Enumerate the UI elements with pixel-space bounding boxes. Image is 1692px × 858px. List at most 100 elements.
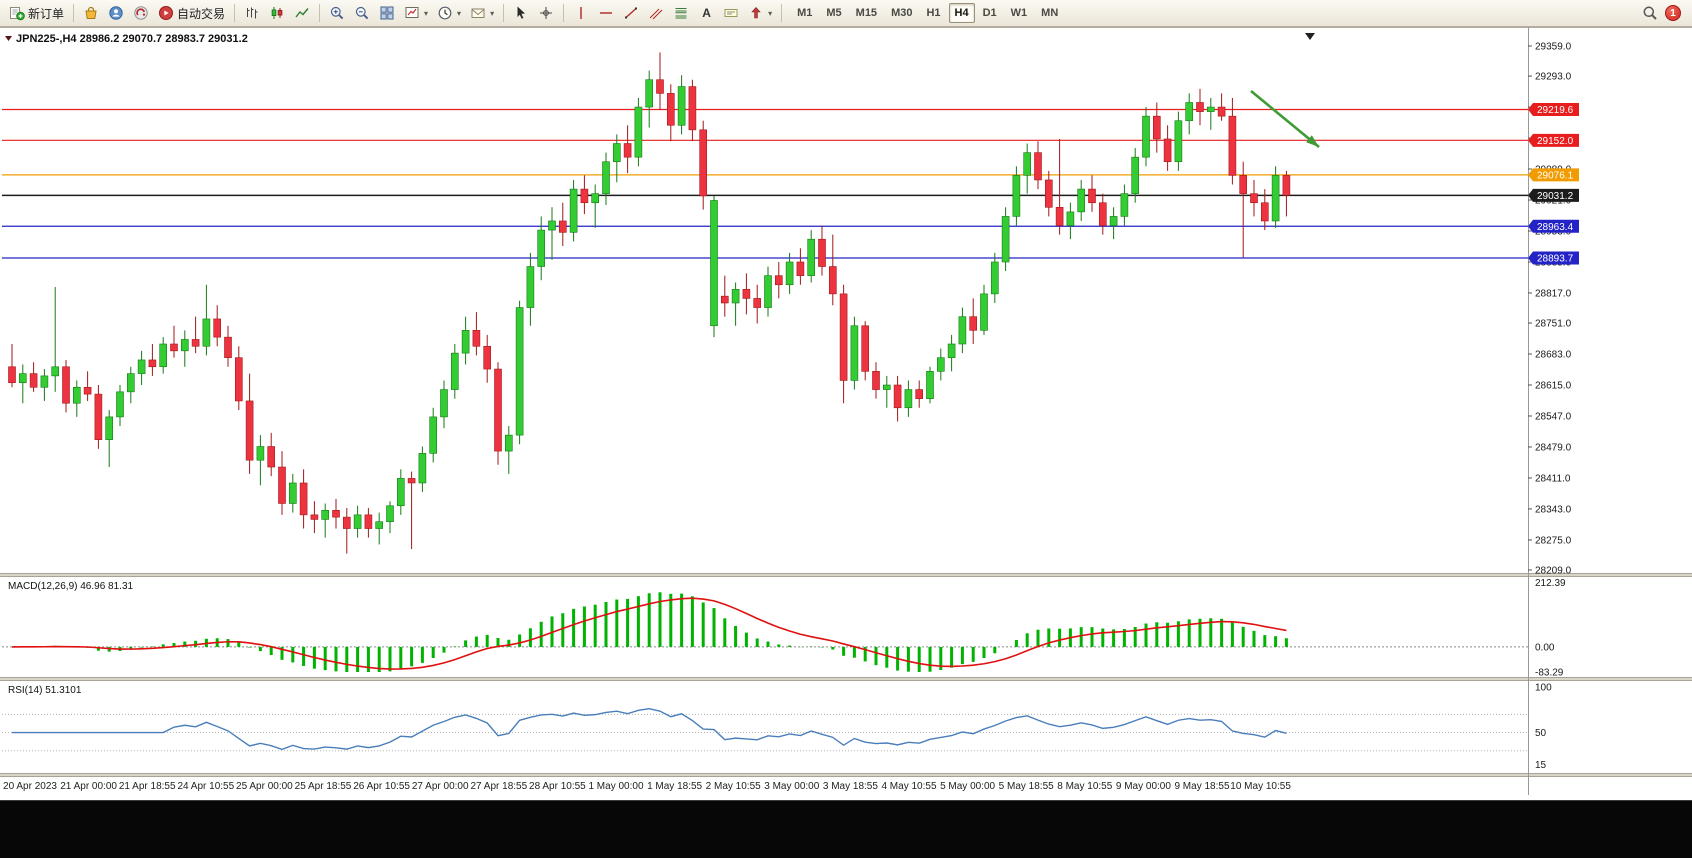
timeframe-button-h1[interactable]: H1 [926,7,941,19]
svg-text:25 Apr 00:00: 25 Apr 00:00 [236,781,293,792]
svg-text:28751.0: 28751.0 [1535,319,1572,330]
timeframe-button-mn[interactable]: MN [1041,7,1059,19]
notification-badge[interactable]: 1 [1665,5,1681,21]
toolbar-separator [781,4,783,22]
svg-text:5 May 18:55: 5 May 18:55 [999,781,1054,792]
new-chart-button[interactable]: ▾ [400,2,432,25]
timeframe-button-d1[interactable]: D1 [982,7,997,19]
svg-text:4 May 10:55: 4 May 10:55 [881,781,936,792]
svg-text:24 Apr 10:55: 24 Apr 10:55 [177,781,234,792]
channel-icon [648,5,664,21]
timeframe-button-m15[interactable]: M15 [855,7,878,19]
one-click-trading-toggle[interactable] [5,36,12,41]
svg-text:9 May 18:55: 9 May 18:55 [1174,781,1229,792]
new-chart-icon [404,5,420,21]
svg-text:29219.6: 29219.6 [1537,105,1574,116]
svg-text:28 Apr 10:55: 28 Apr 10:55 [529,781,586,792]
toolbar-separator [503,4,505,22]
vertical-line-button[interactable] [569,2,593,25]
text-icon: A [698,5,714,21]
svg-text:28275.0: 28275.0 [1535,535,1572,546]
svg-text:0.00: 0.00 [1535,642,1555,653]
community-button[interactable] [129,2,153,25]
price-level-badge [1528,133,1579,147]
candlestick-icon [269,5,285,21]
panel-splitter[interactable] [0,677,1692,681]
search-icon [1642,5,1658,21]
timeframe-button-m1[interactable]: M1 [797,7,813,19]
svg-text:8 May 10:55: 8 May 10:55 [1057,781,1112,792]
chevron-down-icon: ▾ [490,8,495,18]
label-tool-button[interactable] [719,2,743,25]
line-chart-button[interactable] [290,2,314,25]
annotation-arrow[interactable] [1250,89,1320,149]
svg-text:28343.0: 28343.0 [1535,504,1572,515]
chart-shift-marker[interactable] [1305,33,1315,40]
periodicity-button[interactable]: ▾ [433,2,465,25]
svg-text:29152.0: 29152.0 [1537,136,1574,147]
cursor-button[interactable] [509,2,533,25]
rsi-label: RSI(14) 51.3101 [8,685,82,696]
panel-splitter[interactable] [0,573,1692,577]
community-icon [133,5,149,21]
fibonacci-button[interactable] [669,2,693,25]
svg-text:5 May 00:00: 5 May 00:00 [940,781,995,792]
price-level-badge [1528,103,1579,117]
autotrading-button[interactable]: 自动交易 [154,2,229,25]
chevron-down-icon: ▾ [768,8,773,18]
timeframe-button-m5[interactable]: M5 [826,7,842,19]
horizontal-line-button[interactable] [594,2,618,25]
new-order-button[interactable]: 新订单 [5,2,68,25]
svg-text:A: A [702,6,711,20]
tile-windows-button[interactable] [375,2,399,25]
price-chart-canvas[interactable]: 29359.029293.029225.029157.029089.029021… [0,27,1692,795]
svg-text:21 Apr 18:55: 21 Apr 18:55 [119,781,176,792]
svg-text:28817.0: 28817.0 [1535,288,1572,299]
svg-text:1 May 00:00: 1 May 00:00 [588,781,643,792]
arrows-tool-button[interactable]: ▾ [744,2,776,25]
zoom-in-button[interactable] [325,2,349,25]
trendline-button[interactable] [619,2,643,25]
autotrading-label: 自动交易 [177,6,226,21]
market-button[interactable] [79,2,103,25]
timeframe-button-m30[interactable]: M30 [891,7,913,19]
svg-text:2 May 10:55: 2 May 10:55 [706,781,761,792]
svg-text:21 Apr 00:00: 21 Apr 00:00 [60,781,117,792]
price-level-badge [1528,219,1579,233]
autotrading-icon [158,5,174,21]
toolbar: 新订单 自动交易 ▾ ▾ ▾ A ▾ [0,0,1692,27]
chart-window[interactable]: 29359.029293.029225.029157.029089.029021… [0,27,1692,800]
profile-icon [108,5,124,21]
window-footer [0,800,1692,858]
svg-text:-83.29: -83.29 [1535,668,1564,679]
crosshair-button[interactable] [534,2,558,25]
svg-text:9 May 00:00: 9 May 00:00 [1116,781,1171,792]
time-axis[interactable]: 20 Apr 2023 21 Apr 00:00 21 Apr 18:55 24 Ap… [3,781,1291,792]
alerts-button[interactable]: ▾ [466,2,498,25]
zoom-out-button[interactable] [350,2,374,25]
svg-text:28683.0: 28683.0 [1535,350,1572,361]
candlestick-series [8,52,1291,554]
timeframe-button-h4[interactable]: H4 [948,3,975,23]
toolbar-separator [73,4,75,22]
svg-text:212.39: 212.39 [1535,578,1566,589]
text-tool-button[interactable]: A [694,2,718,25]
svg-text:28547.0: 28547.0 [1535,411,1572,422]
label-icon [723,5,739,21]
channel-button[interactable] [644,2,668,25]
svg-text:29076.1: 29076.1 [1537,170,1574,181]
svg-text:28963.4: 28963.4 [1537,222,1574,233]
candlestick-button[interactable] [265,2,289,25]
vertical-line-icon [573,5,589,21]
timeframe-group: M1 M5 M15 M30 H1 H4 D1 W1 MN [791,3,1064,23]
svg-text:15: 15 [1535,760,1547,771]
bar-chart-button[interactable] [240,2,264,25]
svg-text:10 May 10:55: 10 May 10:55 [1230,781,1291,792]
timeframe-button-w1[interactable]: W1 [1010,7,1028,19]
panel-splitter[interactable] [0,773,1692,777]
crosshair-icon [538,5,554,21]
profile-button[interactable] [104,2,128,25]
alerts-icon [470,5,486,21]
search-button[interactable] [1638,2,1662,25]
toolbar-separator [319,4,321,22]
